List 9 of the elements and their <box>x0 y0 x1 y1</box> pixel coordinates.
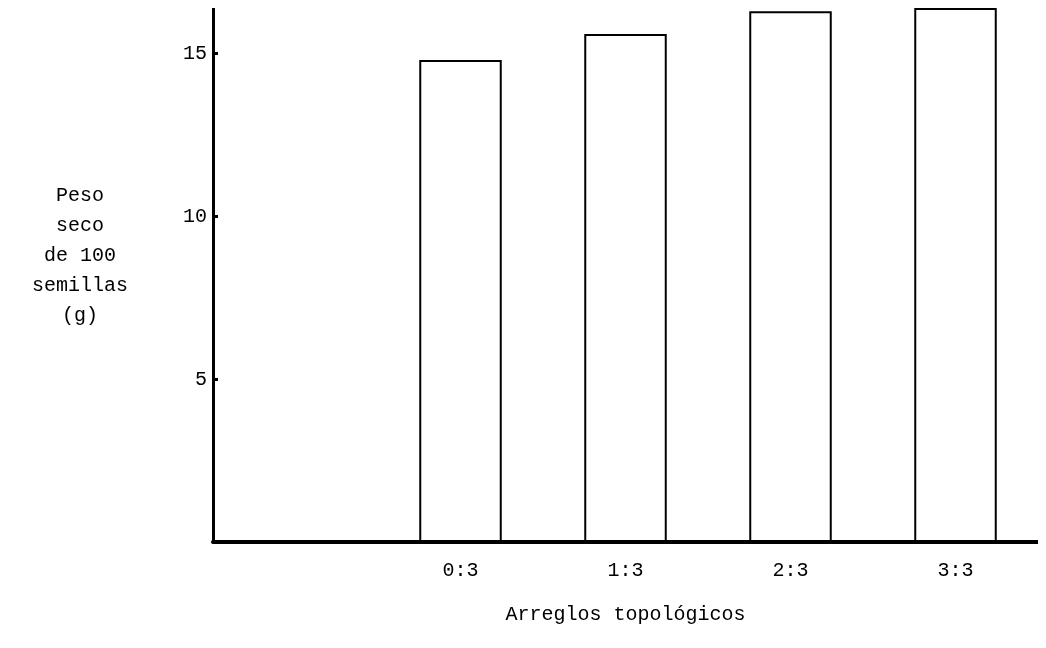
y-tick-label: 10 <box>182 204 207 228</box>
y-axis-title: Peso seco de 100 semillas (g) <box>31 183 129 327</box>
x-tick-label: 3:3 <box>937 558 974 582</box>
y-tick-label: 15 <box>182 42 207 66</box>
x-axis-title: Arreglos topológicos <box>505 602 746 626</box>
x-tick-label: 1:3 <box>607 558 644 582</box>
y-tick-label: 5 <box>194 367 207 391</box>
x-tick-label: 2:3 <box>772 558 809 582</box>
x-tick-label: 0:3 <box>442 558 479 582</box>
